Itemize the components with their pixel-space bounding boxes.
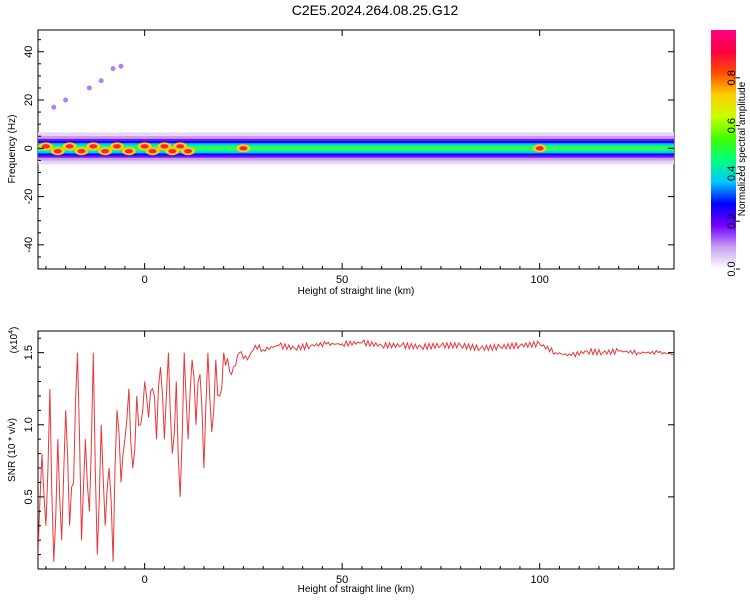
colorbar-tick-label: 0.0 (726, 261, 738, 276)
heatmap-xtick-label: 50 (336, 274, 348, 286)
heatmap-xlabel: Height of straight line (km) (298, 286, 415, 297)
heatmap-ytick-label: -20 (23, 189, 35, 205)
heatmap-hot-spot-core (184, 148, 193, 154)
heatmap-hot-spot-core (124, 148, 133, 154)
snr-series-line (38, 338, 674, 562)
snr-ylabel: SNR (10 * v/v) (7, 418, 18, 482)
heatmap-hot-spot-core (113, 144, 122, 149)
heatmap-hot-spot-core (176, 144, 185, 149)
snr-axis-ticks: 0 50 100 0.5 1.0 1.5 (23, 331, 674, 586)
heatmap-plot: 0 50 100 40 20 0 -20 -40 Height of straight lin… (7, 29, 675, 297)
colorbar-tick-label: 0.6 (726, 118, 738, 133)
heatmap-scatter-point (63, 97, 69, 103)
heatmap-hot-spot-core (41, 144, 50, 149)
heatmap-hot-spot-core (168, 148, 177, 154)
heatmap-ytick-label: 0 (23, 145, 35, 151)
snr-xlabel: Height of straight line (km) (298, 584, 415, 595)
svg-text:(x104): (x104) (8, 327, 20, 354)
snr-plot: 0 50 100 0.5 1.0 1.5 Height of straight line … (7, 327, 675, 595)
snr-xtick-label: 0 (142, 574, 148, 586)
heatmap-ytick-label: 20 (23, 94, 35, 106)
snr-frame (37, 330, 675, 570)
heatmap-hot-spot-core (239, 146, 248, 151)
heatmap-scatter-point (110, 66, 116, 72)
snr-ytick-label: 1.5 (23, 345, 35, 360)
colorbar: 0.0 0.2 0.4 0.6 0.8 Normalized spectral ampl… (711, 30, 748, 277)
colorbar-scale (711, 30, 736, 269)
heatmap-ylabel: Frequency (Hz) (7, 115, 18, 184)
colorbar-tick-label: 0.4 (726, 166, 738, 181)
heatmap-body (38, 63, 674, 165)
colorbar-ticks: 0.0 0.2 0.4 0.6 0.8 (726, 70, 740, 277)
chart-title: C2E5.2024.264.08.25.G12 (291, 2, 459, 18)
heatmap-hot-spot-core (89, 144, 98, 149)
heatmap-hot-spot-core (140, 144, 149, 149)
heatmap-xtick-label: 0 (142, 274, 148, 286)
heatmap-xtick-label: 100 (531, 274, 549, 286)
snr-xtick-label: 100 (531, 574, 549, 586)
heatmap-hot-spot-core (101, 148, 110, 154)
colorbar-tick-label: 0.8 (726, 70, 738, 85)
heatmap-band-layer (38, 146, 674, 150)
snr-multiplier: (x104) (8, 327, 20, 354)
colorbar-tick-label: 0.2 (726, 214, 738, 229)
heatmap-scatter-point (118, 63, 124, 69)
snr-ytick-label: 1.0 (23, 417, 35, 432)
colorbar-label: Normalized spectral amplitude (737, 81, 748, 216)
heatmap-hot-spot-core (77, 148, 86, 154)
heatmap-hot-spot-core (148, 148, 157, 154)
heatmap-hot-spot-core (160, 144, 169, 149)
heatmap-scatter-point (98, 78, 104, 84)
heatmap-scatter-point (51, 104, 57, 110)
heatmap-hot-spot-core (53, 148, 62, 154)
heatmap-ytick-label: 40 (23, 46, 35, 58)
heatmap-axis-ticks: 0 50 100 40 20 0 -20 -40 (23, 30, 674, 286)
heatmap-hot-spot-core (65, 144, 74, 149)
heatmap-hot-spot-core (535, 146, 544, 151)
heatmap-scatter-point (86, 85, 92, 91)
heatmap-ytick-label: -40 (23, 237, 35, 253)
snr-ytick-label: 0.5 (23, 489, 35, 504)
snr-xtick-label: 50 (336, 574, 348, 586)
